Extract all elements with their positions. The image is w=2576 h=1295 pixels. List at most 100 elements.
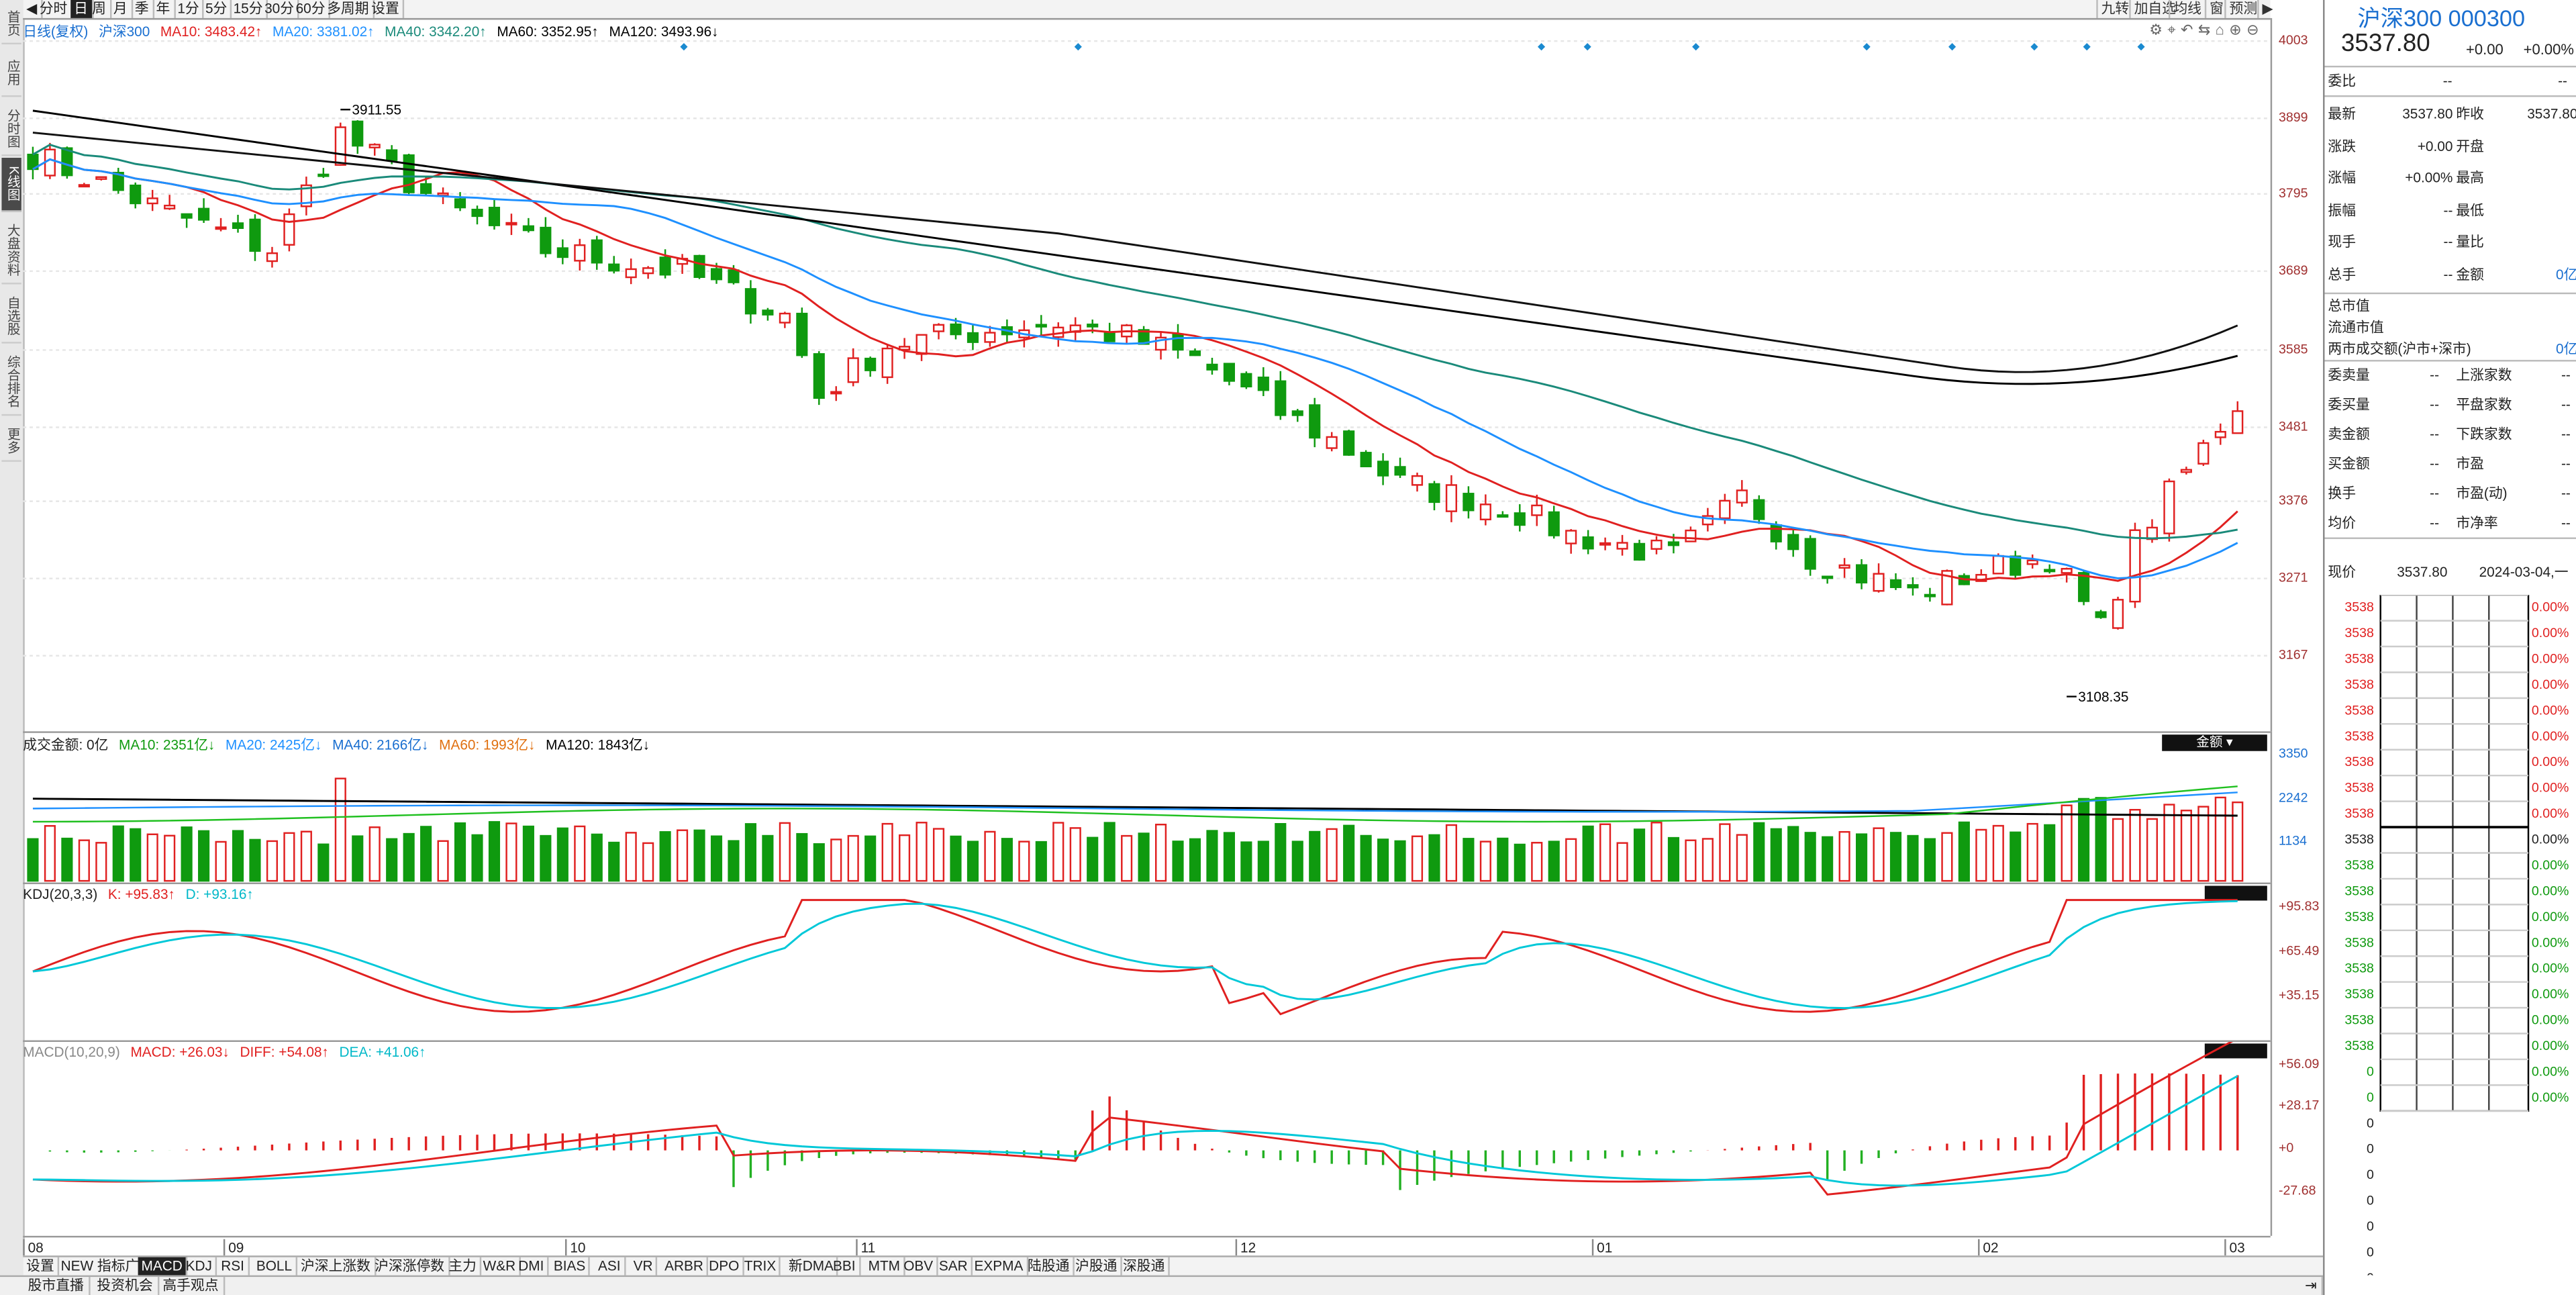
indicator-tab[interactable]: EXPMA [971,1257,1028,1276]
signal-marker: ◆ [1948,41,1956,52]
indicator-tab[interactable]: ARBR [661,1257,709,1276]
chart-tool-icons[interactable]: ⚙⌖↶⇆⌂⊕⊖ [2149,21,2264,38]
x-label: 11 [856,1239,875,1256]
indicator-tab[interactable]: OBV [900,1257,938,1276]
candle-body [1992,555,2004,575]
macd-chart[interactable] [23,1042,2270,1237]
mini-timeshare-chart[interactable]: 3538 0.00% 3538 0.00% 3538 0.00% 3538 0.00% 3538… [2325,595,2576,1276]
tool-jiuzhuan[interactable]: 九转 [2096,0,2132,18]
vol-ma20-line [32,792,2238,813]
tab-live[interactable]: 股市直播 [23,1277,91,1295]
indicator-tab[interactable]: TRIX [741,1257,781,1276]
indicator-tab[interactable]: 深股通 [1120,1257,1170,1276]
indicator-tab[interactable]: MACD [138,1257,188,1276]
volume-bar [2129,808,2141,882]
cap-row: 两市成交额(沪市+深市) 0亿 [2328,337,2576,360]
indicator-tab[interactable]: 主力 [445,1257,482,1276]
period-tab[interactable]: 15分 [230,0,268,18]
nav-apps[interactable]: 应用 [1,49,21,97]
indicator-tab[interactable]: 新DMA [785,1257,839,1276]
volume-bar [1633,828,1646,882]
kline-type[interactable]: 日线(复权) [23,23,89,40]
indicator-tab[interactable]: 沪深涨停数 [371,1257,450,1276]
tab-expert[interactable]: 高手观点 [158,1277,226,1295]
period-tab[interactable]: 1分 [174,0,205,18]
nav-intraday[interactable]: 分时图 [1,102,21,156]
volume-bar [1565,838,1577,882]
nav-market-info[interactable]: 大盘资料 [1,217,21,285]
amount-toggle-button[interactable]: 金额 ▾ [2162,734,2267,751]
indicator-tab[interactable]: BOLL [253,1257,297,1276]
volume-y-axis: 3350 2242 1134 [2270,731,2325,883]
kline-chart[interactable]: ◆ ◆ ◆ ◆ ◆ ◆ ◆ ◆ ◆ ◆ 3911.55 3108.35 [23,19,2271,732]
volume-bar [232,830,244,882]
volume-bar [488,821,501,882]
field-label: 最高 [2456,169,2484,186]
volume-bar [1822,836,1834,882]
tool-ma[interactable]: 均线 [2168,0,2205,18]
macd-diff-line [32,1042,2234,1196]
indicator-tab[interactable]: RSI [217,1257,250,1276]
right-arrow-icon[interactable]: ⇥ [2300,1277,2324,1295]
indicator-tab[interactable]: 沪深上涨数 [297,1257,376,1276]
tool-window[interactable]: 窗 [2204,0,2227,18]
nav-ranking[interactable]: 综合排名 [1,348,21,416]
tab-opportunity[interactable]: 投资机会 [92,1277,160,1295]
kline-panel: 日线(复权) 沪深300 MA10: 3483.42↑ MA20: 3381.0… [23,17,2271,733]
period-tab[interactable]: 周 [89,0,111,18]
volume-bar [1206,830,1218,882]
indicator-tab[interactable]: VR [630,1257,658,1276]
indicator-tab[interactable]: DMI [515,1257,549,1276]
indicator-tab[interactable]: 设置 [23,1257,60,1276]
period-tab[interactable]: 日 [70,0,93,18]
indicator-tab[interactable]: DPO [705,1257,744,1276]
indicator-tab[interactable]: SAR [936,1257,973,1276]
indicator-tab[interactable]: 沪股通 [1072,1257,1122,1276]
nav-home[interactable]: 首页 [1,3,21,45]
mini-price-label: 0 [2367,1064,2374,1079]
nav-kline[interactable]: K线图 [1,158,21,212]
stat-value: -- [2430,485,2440,501]
period-tab[interactable]: 5分 [202,0,232,18]
candle-body [386,149,398,161]
kdj-param-button[interactable] [2204,885,2267,901]
volume-bar [779,822,791,882]
indicator-tab[interactable]: KDJ [183,1257,217,1276]
nav-more[interactable]: 更多 [1,421,21,462]
volume-bar [164,834,176,882]
y-tick-label: 3271 [2278,570,2308,585]
forward-arrow-icon[interactable]: ▶ [2257,0,2276,18]
indicator-tab[interactable]: BIAS [550,1257,591,1276]
quote-field-row: 振幅 -- 最低 [2328,198,2574,221]
quote-panel: 沪深300 000300 3537.80 +0.00 +0.00% 委比 -- … [2323,0,2576,1295]
period-tab[interactable]: 设置 [368,0,405,18]
period-tab[interactable]: 年 [153,0,175,18]
volume-bar [591,833,603,882]
candle-body [437,192,449,197]
volume-bar [1479,841,1491,882]
nav-watchlist[interactable]: 自选股 [1,289,21,344]
indicator-tab[interactable]: BBI [830,1257,860,1276]
indicator-tab[interactable]: 陆股通 [1024,1257,1075,1276]
period-tab[interactable]: 分时 [36,0,72,18]
volume-bar [266,840,279,882]
indicator-tab[interactable]: MTM [865,1257,905,1276]
period-tab[interactable]: 30分 [261,0,299,18]
period-tab[interactable]: 60分 [293,0,330,18]
candle-body [556,247,568,258]
candle-body [967,332,979,343]
field-value: 0亿 [2556,265,2576,282]
volume-bar [1701,838,1714,882]
indicator-tab[interactable]: W&R [480,1257,521,1276]
volume-bar [95,842,107,882]
period-tab[interactable]: 多周期 [324,0,374,18]
volume-bar [2180,810,2192,882]
tool-forecast[interactable]: 预测 [2224,0,2261,18]
stat-label: 换手 [2328,485,2357,501]
back-arrow-icon[interactable]: ◀ [23,0,42,18]
period-tab[interactable]: 季 [132,0,154,18]
indicator-tab[interactable]: ASI [595,1257,626,1276]
period-tab[interactable]: 月 [110,0,133,18]
volume-chart[interactable] [23,733,2270,884]
kdj-chart[interactable] [23,884,2270,1042]
